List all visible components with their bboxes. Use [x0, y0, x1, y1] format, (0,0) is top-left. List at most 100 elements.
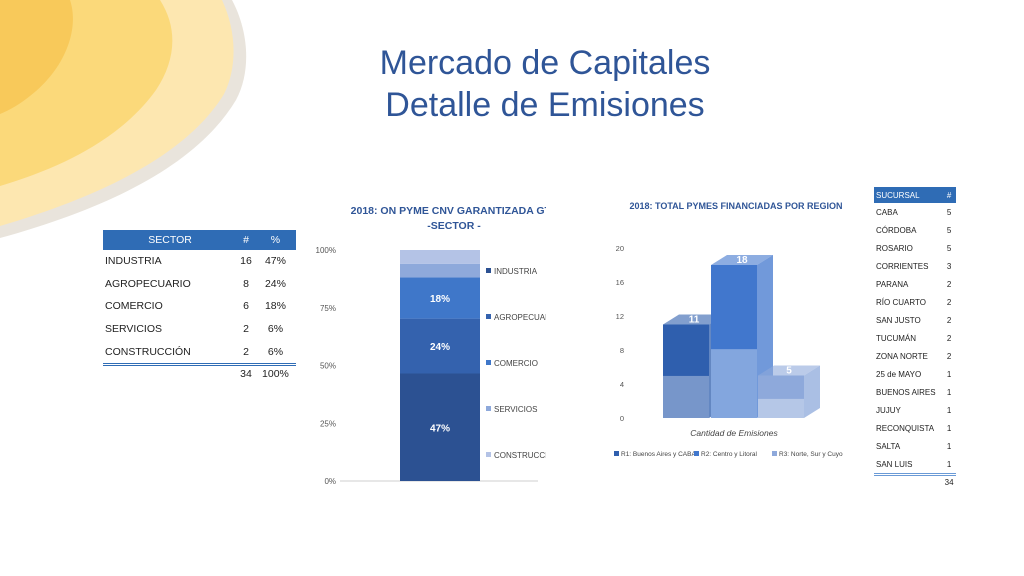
table-total-row: 34 [874, 475, 956, 493]
total-label [874, 475, 942, 493]
slide-title: Mercado de Capitales Detalle de Emisione… [300, 42, 790, 126]
bar-gradient [711, 349, 757, 418]
bar-segment [400, 373, 480, 481]
branch-table-header: SUCURSAL # [874, 187, 956, 203]
branch-name: SALTA [876, 441, 901, 451]
y-tick-label: 25% [320, 419, 336, 428]
sector-count: 2 [237, 340, 255, 366]
bar-top [711, 255, 773, 265]
table-row: COMERCIO 6 18% [103, 295, 296, 318]
bar-front [663, 324, 709, 418]
y-tick-label: 16 [616, 278, 624, 287]
header-count: # [942, 187, 956, 203]
bar-top [663, 314, 725, 325]
branch-count: 1 [946, 423, 952, 433]
total-percent: 100% [262, 367, 289, 380]
header-sector: SECTOR [103, 230, 238, 250]
branch-count: 1 [946, 441, 952, 451]
legend-swatch [614, 451, 619, 456]
sector-percent: 18% [264, 300, 286, 313]
header-branch: SUCURSAL [874, 187, 943, 203]
header-percent: % [254, 230, 296, 250]
table-row: SAN LUIS 1 [874, 455, 956, 476]
legend-label: R2: Centro y Litoral [701, 451, 758, 458]
table-row: RECONQUISTA 1 [874, 419, 956, 437]
branch-count: 5 [946, 243, 952, 253]
sector-name: CONSTRUCCIÓN [103, 340, 238, 366]
data-label: 11 [689, 315, 700, 326]
bar-segment [400, 263, 480, 278]
legend-label: AGROPECUARIO [494, 313, 546, 322]
sector-name: INDUSTRIA [105, 255, 162, 268]
data-label: 47% [430, 423, 450, 434]
bar-front [758, 375, 804, 418]
sector-percent: 24% [264, 277, 286, 290]
total-count: 34 [240, 367, 252, 380]
sector-name: AGROPECUARIO [105, 277, 191, 290]
bar-segment [400, 277, 480, 319]
data-label: 5 [786, 366, 792, 377]
y-tick-label: 12 [616, 312, 624, 321]
table-row: ZONA NORTE 2 [874, 347, 956, 365]
bar-front [711, 265, 757, 418]
bar-3d: 5 [758, 365, 820, 418]
branch-count: 2 [946, 333, 952, 343]
y-tick-label: 75% [320, 304, 336, 313]
table-row: BUENOS AIRES 1 [874, 383, 956, 401]
branch-name: RECONQUISTA [876, 423, 935, 433]
chart-title-line-1: 2018: ON PYME CNV GARANTIZADA GTZ [351, 205, 546, 217]
bar-side [804, 365, 820, 418]
total-label [103, 364, 237, 386]
branch-count: 5 [946, 207, 952, 217]
bar-top [758, 365, 820, 376]
legend-swatch [486, 406, 491, 411]
y-tick-label: 0 [620, 414, 624, 423]
legend-label: INDUSTRIA [494, 267, 538, 276]
branch-count: 2 [946, 279, 952, 289]
table-row: TUCUMÁN 2 [874, 329, 956, 347]
branch-count: 1 [942, 455, 956, 476]
table-row: PARANA 2 [874, 275, 956, 293]
table-row: INDUSTRIA 16 47% [103, 250, 296, 273]
table-total-row: 34 100% [103, 364, 296, 386]
branch-name: 25 de MAYO [876, 369, 922, 379]
branch-count: 1 [946, 387, 952, 397]
branch-name: PARANA [876, 279, 909, 289]
table-row: JUJUY 1 [874, 401, 956, 419]
bar-segment [400, 250, 480, 264]
legend-swatch [486, 268, 491, 273]
bar-segment [400, 318, 480, 374]
branch-count: 2 [946, 297, 952, 307]
bar-gradient [663, 375, 709, 418]
data-label: 18 [736, 255, 748, 266]
bar-3d: 18 [711, 255, 773, 418]
branch-name: SAN JUSTO [876, 315, 921, 325]
chart-title-line-2: -SECTOR - [427, 220, 481, 232]
sector-count: 8 [243, 277, 249, 290]
data-label: 18% [430, 294, 450, 305]
branch-count: 2 [946, 315, 952, 325]
table-row: CONSTRUCCIÓN 2 6% [103, 340, 296, 366]
table-row: SALTA 1 [874, 437, 956, 455]
legend-label: COMERCIO [494, 359, 538, 368]
total-count: 34 [944, 478, 954, 487]
sector-count: 6 [243, 300, 249, 313]
region-3d-chart: 2018: TOTAL PYMES FINANCIADAS POR REGION… [614, 201, 843, 458]
branch-name: CABA [876, 207, 898, 217]
legend-swatch [694, 451, 699, 456]
table-row: CORRIENTES 3 [874, 257, 956, 275]
sector-name: SERVICIOS [105, 323, 162, 336]
branch-name: SAN LUIS [874, 455, 943, 476]
sector-stacked-chart: 2018: ON PYME CNV GARANTIZADA GTZ -SECTO… [316, 205, 546, 486]
y-tick-label: 20 [616, 244, 624, 253]
branch-name: CORRIENTES [876, 261, 929, 271]
branch-name: BUENOS AIRES [876, 387, 936, 397]
legend-label: SERVICIOS [494, 405, 537, 414]
branch-count: 3 [946, 261, 952, 271]
legend-swatch [486, 360, 491, 365]
branch-name: JUJUY [876, 405, 901, 415]
title-line-2: Detalle de Emisiones [385, 86, 705, 124]
table-row: CABA 5 [874, 203, 956, 221]
branch-name: RÍO CUARTO [876, 297, 926, 307]
bar-gradient [758, 398, 804, 418]
